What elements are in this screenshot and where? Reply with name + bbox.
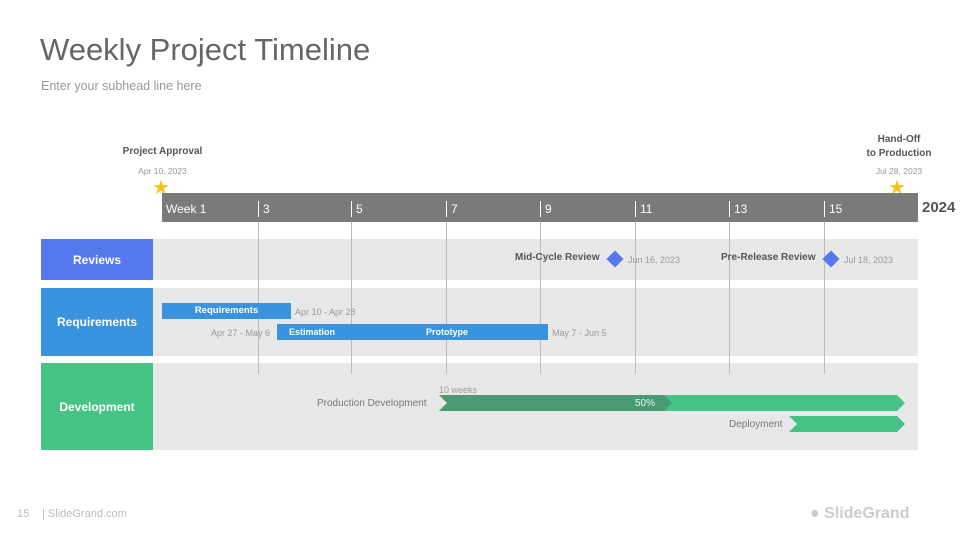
estimation-prototype-bar[interactable]: Estimation Prototype [277,324,548,340]
review-label: Mid-Cycle Review [515,252,600,263]
requirements-bar[interactable]: Requirements [162,303,291,319]
axis-tick: 11 [635,201,652,217]
production-progress [439,395,672,411]
axis-tick: 9 [540,201,552,217]
deployment-label: Deployment [729,419,783,430]
prototype-label: Prototype [426,327,469,337]
logo-icon: ● [810,505,820,522]
deployment-bar[interactable] [789,416,905,432]
milestone-label: Project Approval [122,146,203,157]
requirements-dates: Apr 10 - Apr 28 [295,307,356,317]
duration-label: 10 weeks [439,385,478,395]
axis-tick: Week 1 [166,202,207,216]
prototype-dates: May 7 - Jun 5 [552,328,607,338]
year-label: 2024 [922,199,956,216]
page-title: Weekly Project Timeline [40,32,371,67]
row-label: Requirements [41,288,153,356]
axis-tick: 7 [446,201,458,217]
row-label: Reviews [41,239,153,280]
milestone-date: Jul 28, 2023 [875,166,923,176]
row-label: Development [41,363,153,450]
page-number: 15 [17,508,30,520]
milestone-label: Hand-Off [877,134,921,145]
row-requirements: Requirements [41,288,918,356]
axis-tick: 3 [258,201,270,217]
review-date: Jun 16, 2023 [628,255,681,265]
progress-label: 50% [635,398,656,409]
review-label: Pre-Release Review [721,252,816,263]
footer-site: | SlideGrand.com [42,508,127,520]
axis-tick: 5 [351,201,363,217]
estimation-dates: Apr 27 - May 6 [211,328,271,338]
review-date: Jul 18, 2023 [844,255,894,265]
milestone-date: Apr 10, 2023 [138,166,187,176]
logo-text: SlideGrand [824,505,910,522]
estimation-label: Estimation [289,327,336,337]
production-label: Production Development [317,398,427,409]
row-reviews: Reviews [41,239,918,280]
week-axis: Week 1 3 5 7 9 11 13 15 [162,193,918,222]
footer-logo: ● SlideGrand [810,505,909,523]
milestone-label: to Production [866,148,932,159]
axis-tick: 15 [824,201,842,217]
axis-tick: 13 [729,201,747,217]
page-subhead: Enter your subhead line here [41,79,202,93]
